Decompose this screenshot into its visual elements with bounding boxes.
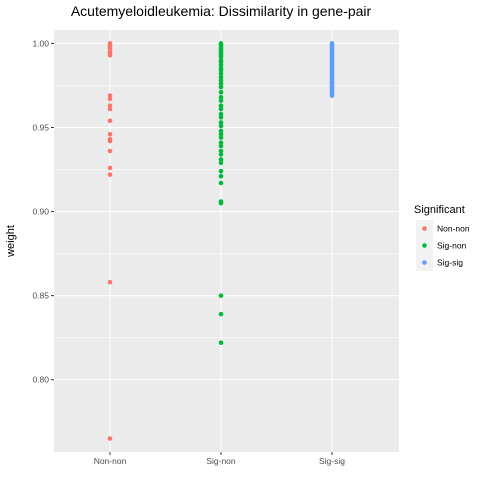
x-tick-label: Non-non bbox=[94, 456, 127, 466]
data-point bbox=[218, 152, 224, 157]
data-point bbox=[218, 128, 224, 134]
data-point bbox=[218, 135, 224, 140]
data-point bbox=[218, 78, 224, 83]
data-point bbox=[329, 93, 335, 98]
legend-label: Sig-sig bbox=[437, 258, 463, 268]
y-tick-label: 1.00 bbox=[32, 38, 49, 48]
data-point bbox=[218, 311, 224, 317]
data-point bbox=[218, 81, 224, 87]
data-point bbox=[218, 131, 224, 137]
data-point bbox=[107, 93, 113, 98]
data-point bbox=[218, 54, 224, 60]
data-point bbox=[218, 180, 224, 186]
legend-swatch bbox=[422, 243, 427, 248]
data-point bbox=[218, 111, 224, 117]
x-tick-label: Sig-non bbox=[206, 456, 236, 466]
data-point bbox=[107, 52, 113, 58]
y-axis-title: weight bbox=[5, 225, 17, 258]
data-point bbox=[107, 165, 113, 171]
data-points bbox=[107, 41, 335, 441]
data-point bbox=[107, 131, 113, 137]
data-point bbox=[107, 279, 113, 285]
data-point bbox=[107, 46, 113, 51]
legend: Significant Non-non Sig-non Sig-sig bbox=[414, 204, 470, 271]
chart-title: Acutemyeloidleukemia: Dissimilarity in g… bbox=[71, 3, 372, 19]
data-point bbox=[107, 172, 113, 177]
axis-ticks: 0.80 0.85 0.90 0.95 1.00 Non-non Sig-non Sig-si… bbox=[32, 38, 345, 466]
data-point bbox=[107, 148, 113, 154]
y-tick-label: 0.85 bbox=[32, 291, 49, 301]
data-point bbox=[218, 168, 224, 174]
data-point bbox=[218, 120, 224, 125]
data-point bbox=[218, 59, 224, 65]
data-point bbox=[218, 123, 224, 129]
legend-label: Non-non bbox=[437, 224, 470, 234]
legend-swatch bbox=[422, 260, 427, 265]
data-point bbox=[218, 98, 224, 103]
y-tick-label: 0.90 bbox=[32, 207, 49, 217]
data-point bbox=[218, 103, 224, 108]
data-point bbox=[218, 160, 224, 166]
data-point bbox=[107, 436, 113, 441]
data-point bbox=[218, 148, 224, 154]
data-point bbox=[218, 94, 224, 100]
legend-swatch bbox=[422, 226, 427, 231]
legend-label: Sig-non bbox=[437, 241, 467, 251]
data-point bbox=[218, 89, 224, 95]
data-point bbox=[107, 103, 113, 108]
data-point bbox=[218, 74, 224, 80]
data-point bbox=[218, 63, 224, 68]
data-point bbox=[218, 68, 224, 73]
data-point bbox=[218, 71, 224, 77]
data-point bbox=[107, 96, 113, 102]
data-point bbox=[218, 106, 224, 112]
data-point bbox=[218, 140, 224, 145]
y-tick-label: 0.80 bbox=[32, 375, 49, 385]
data-point bbox=[218, 340, 224, 346]
data-point bbox=[107, 118, 113, 124]
legend-title: Significant bbox=[414, 204, 465, 216]
data-point bbox=[218, 200, 224, 206]
data-point bbox=[107, 106, 113, 112]
data-point bbox=[218, 143, 224, 149]
plot-panel bbox=[54, 30, 399, 452]
data-point bbox=[218, 157, 224, 162]
data-point bbox=[218, 84, 224, 90]
data-point bbox=[218, 115, 224, 120]
data-point bbox=[107, 138, 113, 144]
x-tick-label: Sig-sig bbox=[319, 456, 345, 466]
y-tick-label: 0.95 bbox=[32, 123, 49, 133]
data-point bbox=[218, 293, 224, 298]
data-point bbox=[218, 173, 224, 179]
